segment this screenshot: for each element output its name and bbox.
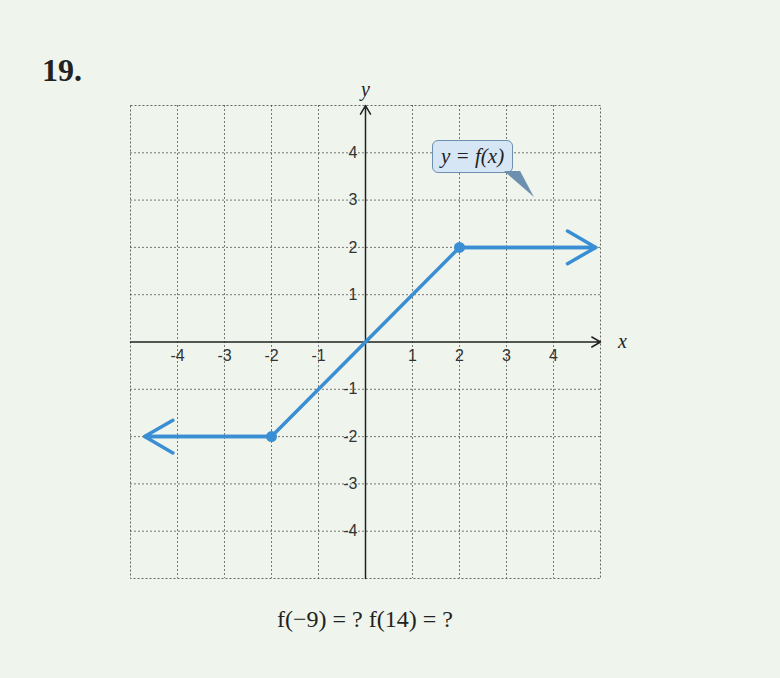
- svg-text:-2: -2: [264, 347, 278, 364]
- html-text:f(−9) = ? f(14) = ?: f(−9) = ? f(14) = ?: [277, 606, 453, 632]
- svg-text:4: 4: [349, 144, 358, 161]
- svg-text:-3: -3: [217, 347, 231, 364]
- html-text:19.: 19.: [42, 52, 82, 88]
- svg-text:x: x: [617, 330, 627, 352]
- svg-text:3: 3: [349, 191, 358, 208]
- svg-text:2: 2: [455, 347, 464, 364]
- svg-text:1: 1: [408, 347, 417, 364]
- svg-text:-2: -2: [343, 428, 357, 445]
- svg-text:3: 3: [502, 347, 511, 364]
- svg-text:4: 4: [549, 347, 558, 364]
- svg-text:-3: -3: [343, 475, 357, 492]
- svg-text:-1: -1: [343, 380, 357, 397]
- svg-text:-4: -4: [343, 522, 357, 539]
- html-text:y = f(x): y = f(x): [441, 144, 505, 168]
- svg-text:-4: -4: [170, 347, 184, 364]
- svg-text:2: 2: [349, 239, 358, 256]
- svg-text:y: y: [359, 78, 370, 101]
- svg-text:-1: -1: [311, 347, 325, 364]
- svg-text:1: 1: [349, 286, 358, 303]
